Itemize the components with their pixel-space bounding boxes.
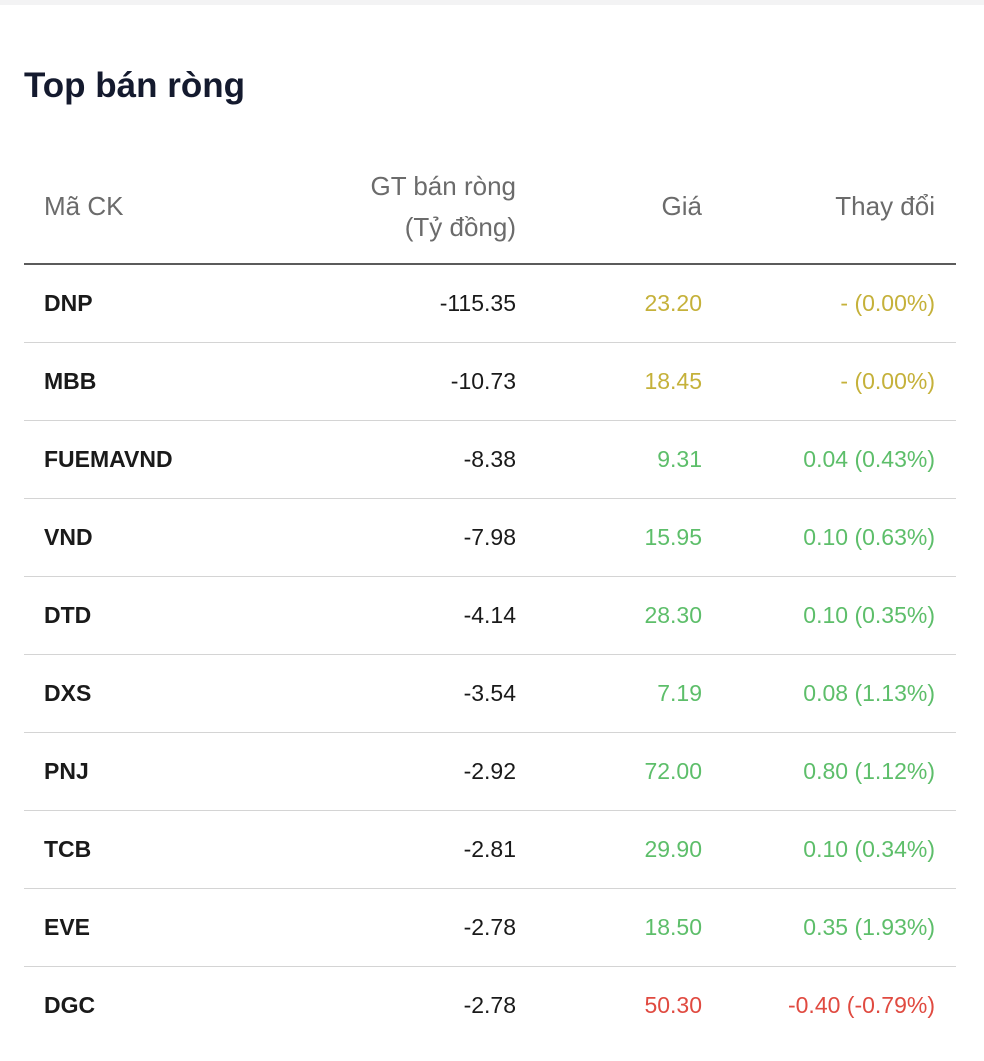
section-title: Top bán ròng: [24, 66, 245, 105]
stock-code[interactable]: TCB: [44, 836, 92, 862]
stock-code[interactable]: PNJ: [44, 758, 89, 784]
change: - (0.00%): [840, 368, 935, 394]
price: 18.45: [644, 368, 702, 394]
table-row[interactable]: DNP -115.35 23.20 - (0.00%): [24, 265, 956, 343]
price: 18.50: [644, 914, 702, 940]
header-code[interactable]: Mã CK: [44, 191, 124, 221]
table-row[interactable]: MBB -10.73 18.45 - (0.00%): [24, 343, 956, 421]
price: 29.90: [644, 836, 702, 862]
change: -0.40 (-0.79%): [787, 992, 935, 1018]
table-row[interactable]: EVE -2.78 18.50 0.35 (1.93%): [24, 889, 956, 967]
stock-code[interactable]: DNP: [44, 290, 93, 316]
net-sell-value: -10.73: [450, 368, 516, 394]
price: 9.31: [657, 446, 702, 472]
table-row[interactable]: FUEMAVND -8.38 9.31 0.04 (0.43%): [24, 421, 956, 499]
change: - (0.00%): [840, 290, 935, 316]
change: 0.10 (0.34%): [803, 836, 935, 862]
header-net-sell-value-line1: GT bán ròng: [370, 170, 516, 201]
table-row[interactable]: TCB -2.81 29.90 0.10 (0.34%): [24, 811, 956, 889]
net-sell-value: -2.78: [463, 992, 516, 1018]
stock-code[interactable]: VND: [44, 524, 93, 550]
stock-code[interactable]: EVE: [44, 914, 91, 940]
change: 0.10 (0.63%): [803, 524, 935, 550]
net-sell-value: -2.81: [463, 836, 516, 862]
change: 0.04 (0.43%): [803, 446, 935, 472]
net-sell-value: -2.92: [463, 758, 516, 784]
header-net-sell-value[interactable]: GT bán ròng (Tỷ đồng): [296, 166, 516, 248]
net-sell-value: -4.14: [463, 602, 516, 628]
change: 0.80 (1.12%): [803, 758, 935, 784]
price: 72.00: [644, 758, 702, 784]
net-sell-value: -8.38: [463, 446, 516, 472]
table-header: Mã CK GT bán ròng (Tỷ đồng) Giá Thay đổi: [24, 150, 956, 265]
price: 23.20: [644, 290, 702, 316]
table-row[interactable]: DTD -4.14 28.30 0.10 (0.35%): [24, 577, 956, 655]
top-strip: [0, 0, 984, 5]
header-change[interactable]: Thay đổi: [835, 191, 935, 221]
price: 7.19: [657, 680, 702, 706]
table-row[interactable]: PNJ -2.92 72.00 0.80 (1.12%): [24, 733, 956, 811]
net-sell-value: -2.78: [463, 914, 516, 940]
price: 15.95: [644, 524, 702, 550]
table-row[interactable]: VND -7.98 15.95 0.10 (0.63%): [24, 499, 956, 577]
net-sell-table: Mã CK GT bán ròng (Tỷ đồng) Giá Thay đổi…: [24, 150, 956, 1044]
change: 0.08 (1.13%): [803, 680, 935, 706]
header-price[interactable]: Giá: [661, 191, 702, 221]
net-sell-value: -115.35: [439, 290, 516, 316]
table-row[interactable]: DXS -3.54 7.19 0.08 (1.13%): [24, 655, 956, 733]
change: 0.10 (0.35%): [803, 602, 935, 628]
net-sell-value: -3.54: [463, 680, 516, 706]
stock-code[interactable]: DTD: [44, 602, 92, 628]
price: 28.30: [644, 602, 702, 628]
stock-code[interactable]: DGC: [44, 992, 96, 1018]
stock-code[interactable]: DXS: [44, 680, 92, 706]
header-net-sell-value-line2: (Tỷ đồng): [404, 211, 516, 242]
table-row[interactable]: DGC -2.78 50.30 -0.40 (-0.79%): [24, 967, 956, 1044]
price: 50.30: [644, 992, 702, 1018]
net-sell-value: -7.98: [463, 524, 516, 550]
stock-code[interactable]: FUEMAVND: [44, 446, 173, 472]
stock-code[interactable]: MBB: [44, 368, 97, 394]
change: 0.35 (1.93%): [803, 914, 935, 940]
